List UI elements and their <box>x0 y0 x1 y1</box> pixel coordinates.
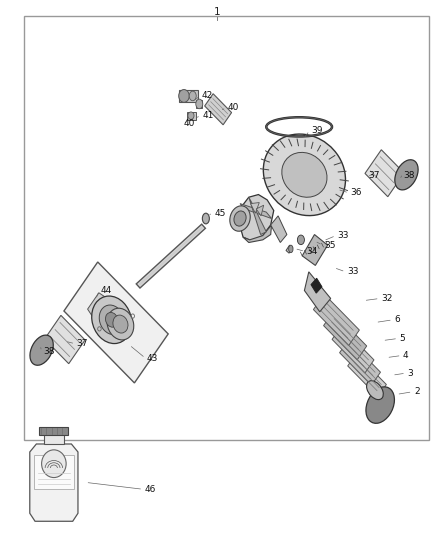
Ellipse shape <box>189 91 196 101</box>
Polygon shape <box>240 204 272 219</box>
Text: 41: 41 <box>202 111 214 120</box>
Ellipse shape <box>234 211 246 226</box>
Ellipse shape <box>366 387 395 423</box>
Text: 4: 4 <box>403 351 409 360</box>
Polygon shape <box>64 262 168 383</box>
Ellipse shape <box>30 335 53 365</box>
Polygon shape <box>249 197 266 235</box>
Text: 40: 40 <box>228 103 239 112</box>
Bar <box>39 427 68 435</box>
Ellipse shape <box>263 134 346 216</box>
Polygon shape <box>324 312 367 360</box>
Polygon shape <box>45 316 85 364</box>
Polygon shape <box>271 216 287 243</box>
Bar <box>24 16 429 440</box>
Text: 32: 32 <box>381 294 392 303</box>
Polygon shape <box>302 235 328 265</box>
Text: 38: 38 <box>403 172 414 180</box>
Polygon shape <box>179 90 198 102</box>
Polygon shape <box>348 354 386 397</box>
Ellipse shape <box>196 99 203 109</box>
Text: 39: 39 <box>311 126 322 135</box>
Polygon shape <box>365 150 404 197</box>
Text: 33: 33 <box>337 231 349 240</box>
Text: 36: 36 <box>350 189 362 197</box>
Ellipse shape <box>367 381 383 400</box>
Ellipse shape <box>202 213 209 224</box>
Polygon shape <box>187 112 196 120</box>
Polygon shape <box>196 100 202 108</box>
Polygon shape <box>332 326 374 373</box>
Ellipse shape <box>107 308 134 340</box>
Ellipse shape <box>99 305 124 335</box>
Text: 35: 35 <box>324 241 336 249</box>
Polygon shape <box>205 94 232 125</box>
Ellipse shape <box>282 152 327 197</box>
Ellipse shape <box>42 450 66 478</box>
Ellipse shape <box>92 296 132 344</box>
Text: 6: 6 <box>394 316 400 324</box>
Text: 44: 44 <box>101 286 112 295</box>
Text: 42: 42 <box>201 92 213 100</box>
Ellipse shape <box>188 112 194 119</box>
Ellipse shape <box>179 90 189 102</box>
Polygon shape <box>311 278 322 293</box>
Ellipse shape <box>297 235 304 245</box>
Text: 37: 37 <box>368 172 379 180</box>
Polygon shape <box>256 205 264 216</box>
Text: 1: 1 <box>213 7 220 17</box>
Polygon shape <box>237 195 274 241</box>
Polygon shape <box>298 237 304 244</box>
Text: 2: 2 <box>414 387 420 396</box>
Text: 40: 40 <box>184 119 195 128</box>
Ellipse shape <box>113 315 128 333</box>
Text: 38: 38 <box>43 348 54 356</box>
Ellipse shape <box>289 245 293 253</box>
Text: 34: 34 <box>307 247 318 256</box>
Text: 5: 5 <box>399 334 405 343</box>
Bar <box>34 455 74 489</box>
Polygon shape <box>243 225 272 243</box>
Polygon shape <box>88 293 128 341</box>
Text: 3: 3 <box>407 369 413 377</box>
Text: 43: 43 <box>147 354 158 362</box>
Polygon shape <box>251 203 259 213</box>
Bar <box>44 434 64 444</box>
Polygon shape <box>314 294 359 345</box>
Ellipse shape <box>395 160 418 190</box>
Text: 45: 45 <box>215 209 226 217</box>
Text: 37: 37 <box>77 340 88 348</box>
Polygon shape <box>286 245 293 253</box>
Text: 46: 46 <box>145 485 156 494</box>
Text: 33: 33 <box>347 268 358 276</box>
Polygon shape <box>30 444 78 521</box>
Polygon shape <box>304 272 331 312</box>
Polygon shape <box>339 340 381 385</box>
Ellipse shape <box>106 312 118 327</box>
Ellipse shape <box>230 206 250 231</box>
